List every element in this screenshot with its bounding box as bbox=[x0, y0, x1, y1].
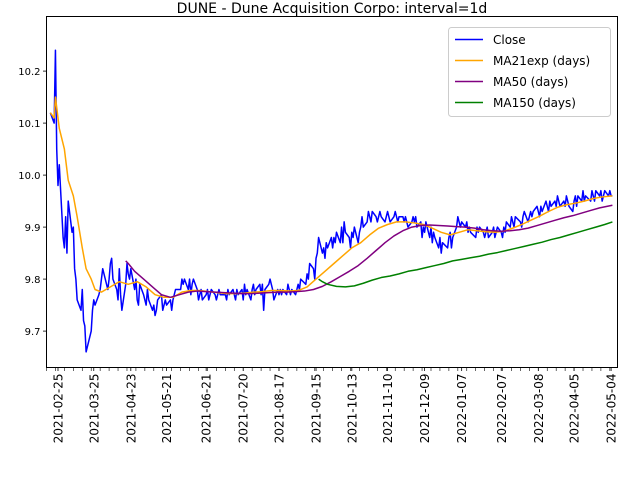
legend-label: MA50 (days) bbox=[493, 75, 568, 89]
x-tick-label: 2021-07-20 bbox=[237, 374, 251, 444]
series-layer bbox=[49, 49, 613, 353]
x-tick-label: 2022-01-07 bbox=[455, 374, 469, 444]
chart-title: DUNE - Dune Acquisition Corpo: interval=… bbox=[177, 1, 488, 17]
y-tick-label: 10.1 bbox=[18, 119, 40, 130]
x-tick-label: 2021-12-09 bbox=[418, 374, 432, 444]
x-tick-label: 2022-04-05 bbox=[568, 374, 582, 444]
x-tick-label: 2021-11-10 bbox=[381, 374, 395, 444]
x-tick-label: 2021-04-23 bbox=[124, 374, 138, 444]
x-axis: 2021-02-25 2021-03-25 2021-04-23 2021-05-21… bbox=[46, 367, 619, 444]
x-tick-label: 2021-08-17 bbox=[272, 374, 286, 444]
x-tick-label: 2022-05-04 bbox=[605, 374, 619, 444]
y-tick-label: 10.2 bbox=[18, 67, 40, 78]
x-tick-label: 2021-03-25 bbox=[87, 374, 101, 444]
x-tick-label: 2021-06-21 bbox=[200, 374, 214, 444]
series-line-ma21exp-days bbox=[49, 96, 613, 299]
y-tick-label: 9.8 bbox=[25, 275, 41, 286]
x-tick-label: 2022-03-08 bbox=[532, 374, 546, 444]
y-tick-label: 9.9 bbox=[25, 223, 41, 234]
y-axis: 9.7 9.8 9.9 10.0 10.1 10.2 bbox=[18, 67, 47, 338]
x-tick-label: 2021-02-25 bbox=[52, 374, 66, 444]
y-tick-label: 9.7 bbox=[25, 327, 41, 338]
series-line-ma150-days bbox=[318, 221, 613, 288]
series-line-close bbox=[49, 49, 613, 353]
x-tick-label: 2022-02-07 bbox=[495, 374, 509, 444]
plot-frame bbox=[46, 16, 618, 368]
legend-label: MA150 (days) bbox=[493, 96, 576, 110]
y-tick-label: 10.0 bbox=[18, 171, 40, 182]
legend-box bbox=[448, 27, 611, 117]
x-tick-label: 2021-05-21 bbox=[160, 374, 174, 444]
x-tick-label: 2021-09-15 bbox=[310, 374, 324, 444]
legend: Close MA21exp (days) MA50 (days) MA150 (day… bbox=[448, 27, 611, 117]
series-line-ma50-days bbox=[125, 204, 613, 299]
x-tick-label: 2021-10-13 bbox=[345, 374, 359, 444]
legend-label: MA21exp (days) bbox=[493, 54, 590, 68]
legend-label: Close bbox=[493, 33, 526, 47]
